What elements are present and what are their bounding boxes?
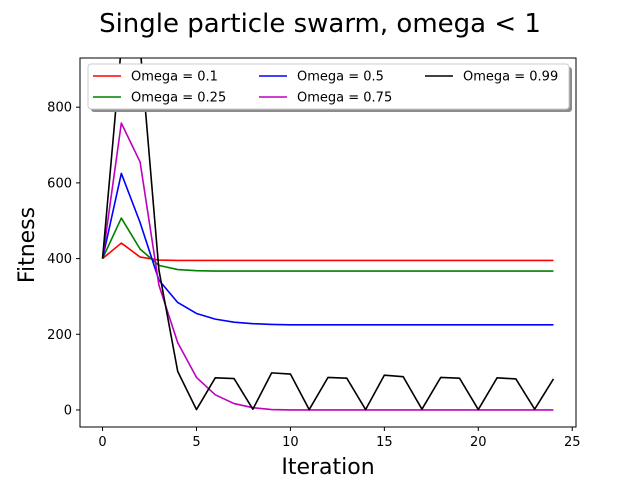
y-tick-label: 600 — [47, 176, 72, 191]
legend-label-1: Omega = 0.25 — [131, 91, 226, 106]
legend-label-4: Omega = 0.99 — [463, 70, 558, 85]
legend-label-0: Omega = 0.1 — [131, 70, 218, 85]
series-line-0 — [102, 242, 554, 262]
legend-label-2: Omega = 0.5 — [297, 70, 384, 85]
x-tick-label: 0 — [98, 435, 106, 450]
series-line-1 — [101, 217, 554, 272]
chart-title: Single particle swarm, omega < 1 — [99, 9, 541, 39]
x-tick-label: 5 — [192, 435, 200, 450]
x-axis: 0 5 10 15 20 25 — [98, 427, 581, 450]
legend: Omega = 0.1 Omega = 0.25 Omega = 0.5 Omega … — [87, 63, 572, 112]
y-tick-label: 800 — [47, 101, 72, 116]
legend-label-3: Omega = 0.75 — [297, 91, 392, 106]
x-tick-label: 10 — [282, 435, 299, 450]
series-layer — [101, 58, 555, 411]
y-axis-label: Fitness — [15, 207, 40, 283]
y-tick-label: 400 — [47, 252, 72, 267]
y-tick-label: 0 — [64, 403, 72, 418]
x-axis-label: Iteration — [281, 455, 374, 480]
y-tick-label: 200 — [47, 328, 72, 343]
x-tick-label: 25 — [564, 435, 581, 450]
series-line-4 — [101, 58, 555, 411]
y-axis: 0 200 400 600 800 — [47, 101, 80, 418]
x-tick-label: 15 — [376, 435, 393, 450]
series-line-2 — [101, 172, 554, 326]
x-tick-label: 20 — [470, 435, 487, 450]
plot-frame — [79, 57, 577, 428]
